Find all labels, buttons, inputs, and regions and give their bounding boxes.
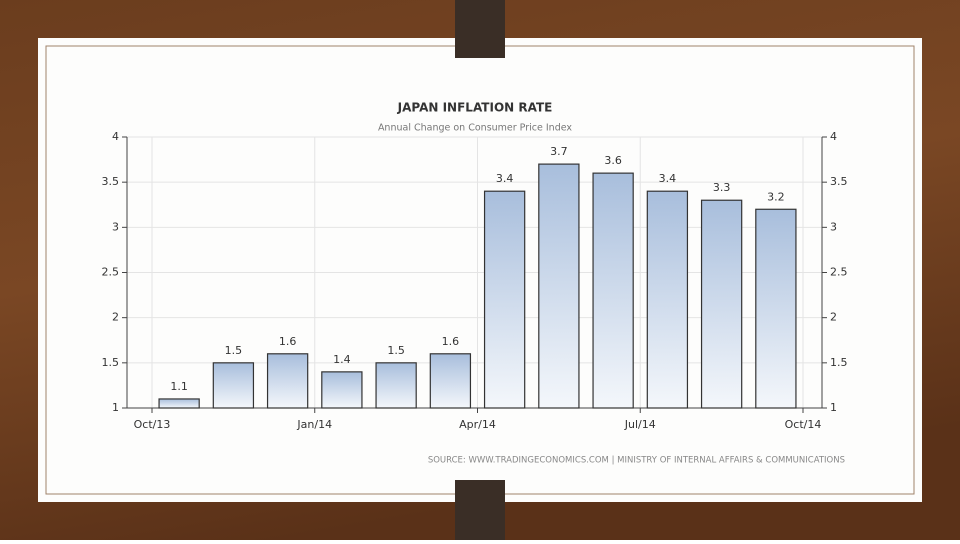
data-label: 1.6 — [279, 335, 297, 348]
source-note: SOURCE: WWW.TRADINGECONOMICS.COM | MINIS… — [428, 456, 845, 466]
y2-tick-label: 2.5 — [830, 266, 848, 279]
y-tick-label: 2 — [112, 311, 119, 324]
data-label: 1.4 — [333, 353, 351, 366]
bar — [321, 371, 363, 409]
top-clip — [455, 0, 505, 58]
bar — [646, 190, 689, 409]
bar — [266, 353, 309, 409]
y-tick-label: 2.5 — [102, 266, 120, 279]
bar — [592, 172, 634, 409]
y-tick-label: 3 — [112, 220, 119, 233]
data-label: 1.1 — [170, 380, 188, 393]
y-tick-label: 4 — [112, 130, 119, 143]
bottom-clip — [455, 480, 505, 540]
x-tick-label: Oct/14 — [785, 418, 822, 431]
data-label: 3.4 — [659, 172, 677, 185]
bar — [700, 199, 743, 409]
bar — [375, 362, 417, 409]
chart: JAPAN INFLATION RATE Annual Change on Co… — [102, 101, 848, 466]
x-tick-label: Jul/14 — [624, 418, 656, 431]
y-tick-label: 1 — [112, 401, 119, 414]
data-label: 3.3 — [713, 181, 731, 194]
x-tick-label: Apr/14 — [459, 418, 496, 431]
bar — [212, 362, 255, 409]
y2-tick-label: 1.5 — [830, 356, 848, 369]
data-label: 3.4 — [496, 172, 514, 185]
x-tick-label: Oct/13 — [134, 418, 171, 431]
data-label: 3.2 — [767, 190, 785, 203]
data-label: 1.5 — [225, 344, 243, 357]
bar — [429, 353, 472, 409]
bar — [158, 398, 200, 409]
data-label: 1.6 — [442, 335, 460, 348]
bar — [755, 208, 797, 409]
y2-tick-label: 2 — [830, 311, 837, 324]
data-label: 1.5 — [387, 344, 405, 357]
y2-tick-label: 3 — [830, 220, 837, 233]
chart-subtitle: Annual Change on Consumer Price Index — [378, 123, 572, 134]
y2-tick-label: 1 — [830, 401, 837, 414]
x-tick-label: Jan/14 — [296, 418, 332, 431]
chart-title: JAPAN INFLATION RATE — [397, 101, 553, 115]
bar — [483, 190, 526, 409]
y2-tick-label: 4 — [830, 130, 837, 143]
data-label: 3.7 — [550, 145, 568, 158]
y-tick-label: 3.5 — [102, 175, 120, 188]
bar — [538, 163, 580, 409]
y-tick-label: 1.5 — [102, 356, 120, 369]
y2-tick-label: 3.5 — [830, 175, 848, 188]
data-label: 3.6 — [604, 154, 622, 167]
